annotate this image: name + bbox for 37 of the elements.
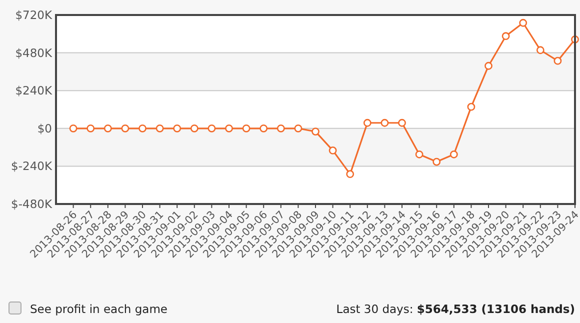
point bbox=[346, 170, 354, 178]
point bbox=[415, 150, 424, 158]
point bbox=[467, 102, 476, 111]
point bbox=[242, 124, 250, 132]
point bbox=[156, 124, 164, 132]
point bbox=[104, 124, 112, 132]
point bbox=[86, 124, 95, 132]
y-tick-label: $0 bbox=[37, 121, 52, 136]
y-tick-label: $-240K bbox=[11, 159, 52, 174]
point bbox=[276, 124, 285, 132]
point bbox=[554, 56, 562, 65]
point bbox=[138, 124, 146, 132]
point bbox=[190, 124, 198, 132]
y-tick-label: $-480K bbox=[11, 197, 52, 212]
y-tick-label: $240K bbox=[15, 84, 52, 98]
point bbox=[450, 150, 458, 158]
point bbox=[294, 124, 302, 132]
text: Last 30 days: $564,533 (13106 hands) bbox=[336, 302, 575, 316]
point bbox=[363, 118, 372, 127]
y-tick-label: $720K bbox=[15, 8, 52, 22]
point bbox=[69, 124, 78, 132]
point bbox=[328, 146, 337, 154]
point bbox=[260, 124, 268, 132]
point bbox=[502, 32, 510, 40]
point bbox=[173, 124, 182, 132]
point bbox=[519, 18, 528, 27]
point bbox=[208, 124, 216, 132]
text: See profit in each game bbox=[30, 302, 168, 316]
y-tick-label: $480K bbox=[15, 46, 52, 60]
point bbox=[398, 118, 406, 127]
point bbox=[225, 124, 233, 132]
point bbox=[312, 128, 320, 136]
point bbox=[432, 158, 441, 166]
point bbox=[380, 118, 389, 127]
point bbox=[121, 124, 130, 132]
point bbox=[536, 46, 544, 54]
point bbox=[484, 62, 492, 70]
